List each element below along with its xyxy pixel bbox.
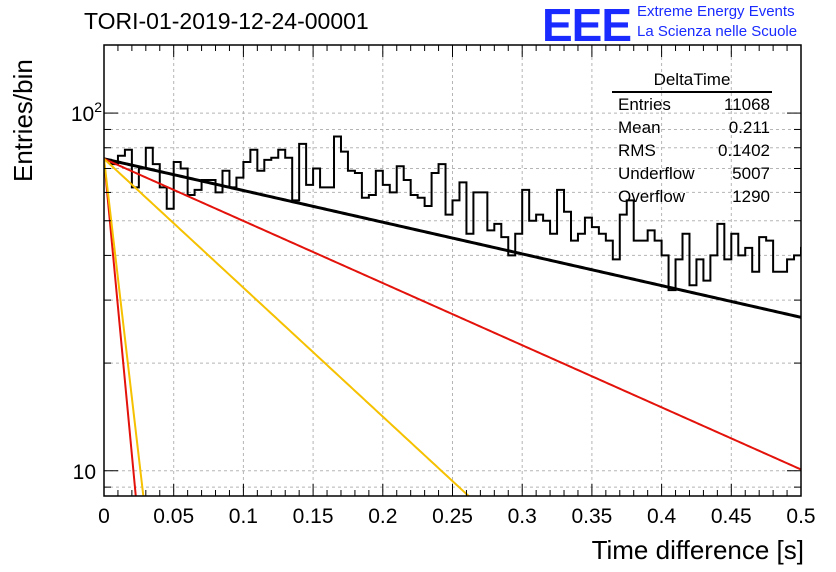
y-tick-label: 10 [73,461,96,484]
stats-label: Underflow [618,164,695,183]
x-tick-label: 0 [98,505,110,528]
x-tick-label: 0.4 [647,505,677,528]
stats-label: RMS [618,141,656,160]
stats-title: DeltaTime [612,70,772,93]
x-tick-label: 0.45 [711,505,752,528]
stats-row: Mean 0.211 [612,116,778,139]
stats-value: 5007 [732,164,770,183]
stats-rows: Entries 11068 Mean 0.211 RMS 0.1402 Underflow 5… [612,93,778,208]
x-tick-label: 0.5 [786,505,815,528]
x-tick-label: 0.25 [432,505,473,528]
x-tick-label: 0.15 [293,505,334,528]
fit-curve [104,158,471,496]
x-tick-label: 0.1 [229,505,258,528]
fit-curve [104,157,801,471]
logo-line-2: La Scienza nelle Scuole [637,23,798,40]
stats-value: 1290 [732,187,770,206]
eee-logo: EEE [542,0,632,51]
x-axis-label: Time difference [s] [591,535,804,565]
x-tick-label: 0.05 [153,505,194,528]
stats-label: Entries [618,95,671,114]
fit-curve [104,157,801,319]
x-tick-label: 0.35 [571,505,612,528]
stats-row: Overflow 1290 [612,185,778,208]
stats-label: Mean [618,118,661,137]
stats-value: 0.1402 [718,141,770,160]
stats-row: Underflow 5007 [612,162,778,185]
x-tick-label: 0.3 [508,505,537,528]
stats-row: RMS 0.1402 [612,139,778,162]
stats-label: Overflow [618,187,686,206]
stats-value: 11068 [723,95,770,114]
y-axis-label: Entries/bin [8,59,38,182]
fit-curve [104,158,145,496]
stats-box: DeltaTime Entries 11068 Mean 0.211 RMS 0.1402… [612,70,778,208]
y-tick-label: 102 [71,99,102,126]
histogram-steps [104,135,801,292]
stats-value: 0.211 [728,118,770,137]
plot-title: TORI-01-2019-12-24-00001 [84,8,369,34]
x-tick-label: 0.2 [368,505,397,528]
logo-line-1: Extreme Energy Events [637,3,795,20]
stats-row: Entries 11068 [612,93,778,116]
